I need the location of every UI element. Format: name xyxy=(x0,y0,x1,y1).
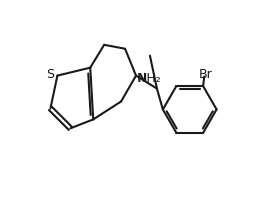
Text: Br: Br xyxy=(199,68,213,81)
Text: N: N xyxy=(137,72,146,85)
Text: S: S xyxy=(46,68,54,81)
Text: NH₂: NH₂ xyxy=(137,72,161,85)
